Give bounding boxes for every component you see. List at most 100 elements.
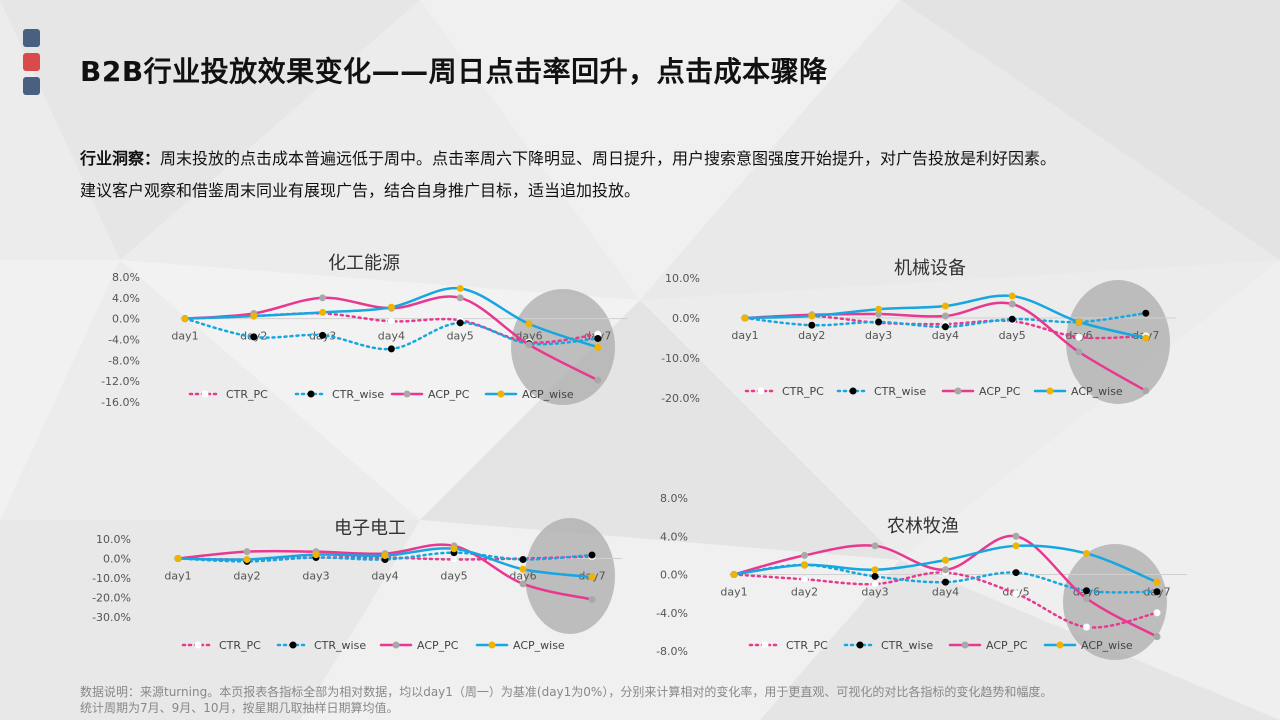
y-tick-label: 0.0% <box>660 569 688 582</box>
decor-block-3 <box>23 77 40 95</box>
x-tick-label: day3 <box>865 329 892 342</box>
data-point-ctr-wise <box>875 318 883 326</box>
data-point-acp-pc <box>941 312 949 320</box>
insight-text-2: 建议客户观察和借鉴周末同业有展现广告，结合自身推广目标，适当追加投放。 <box>80 181 641 200</box>
data-point-ctr-wise <box>942 578 949 586</box>
data-point-ctr-wise <box>519 555 527 563</box>
data-point-acp-wise <box>941 302 949 310</box>
chart-title: 机械设备 <box>894 258 966 279</box>
x-tick-label: day3 <box>861 586 888 599</box>
y-tick-label: 4.0% <box>112 292 140 305</box>
legend-label: CTR_wise <box>874 385 926 398</box>
data-point-acp-pc <box>1083 594 1090 602</box>
data-point-ctr-wise <box>250 333 258 341</box>
y-tick-label: -4.0% <box>108 334 140 347</box>
legend-marker <box>1056 641 1064 649</box>
y-tick-label: 4.0% <box>660 530 688 543</box>
legend-label: ACP_wise <box>1081 639 1133 652</box>
y-tick-label: 0.0% <box>112 313 140 326</box>
y-tick-label: -16.0% <box>101 396 140 409</box>
legend-label: ACP_wise <box>522 388 574 401</box>
chart-1: 化工能源 8.0% 4.0% 0.0% -4.0% -8.0% -12.0% -16.0% da… <box>101 253 628 409</box>
insight-text: 周末投放的点击成本普遍远低于周中。点击率周六下降明显、周日提升，用户搜索意图强度… <box>160 149 1057 168</box>
data-point-acp-wise <box>381 552 389 560</box>
data-point-acp-pc <box>1153 633 1161 641</box>
data-point-acp-pc <box>1012 532 1020 540</box>
legend-label: CTR_PC <box>786 639 828 652</box>
data-point-acp-wise <box>594 343 602 351</box>
legend-marker <box>856 641 864 649</box>
x-tick-label: day2 <box>798 329 825 342</box>
legend-label: ACP_wise <box>513 639 565 652</box>
legend-label: CTR_PC <box>782 385 824 398</box>
x-tick-label: day4 <box>378 330 405 343</box>
data-point-ctr-wise <box>1008 315 1016 323</box>
chart-title: 农林牧渔 <box>887 516 959 537</box>
chart-title: 电子电工 <box>334 518 406 539</box>
legend-label: ACP_PC <box>428 388 470 401</box>
x-tick-label: day5 <box>440 570 467 583</box>
y-tick-label: -20.0% <box>661 392 700 405</box>
legend-marker <box>307 390 315 398</box>
legend-marker <box>289 641 297 649</box>
y-tick-label: -10.0% <box>661 352 700 365</box>
x-tick-label: day4 <box>932 329 959 342</box>
legend-marker <box>1046 387 1054 395</box>
legend-label: CTR_wise <box>314 639 366 652</box>
y-tick-label: 0.0% <box>103 553 131 566</box>
data-point-acp-pc <box>875 310 883 318</box>
x-tick-label: day5 <box>447 330 474 343</box>
data-point-acp-pc <box>519 580 527 588</box>
data-point-ctr-pc <box>1012 589 1020 598</box>
x-tick-label: day2 <box>233 570 260 583</box>
data-point-acp-wise <box>730 571 738 578</box>
data-point-ctr-wise <box>1153 588 1161 596</box>
data-point-acp-wise <box>1008 292 1016 300</box>
chart-3: 电子电工 10.0% 0.0% -10.0% -20.0% -30.0% day1 day2 d… <box>92 518 622 652</box>
x-tick-label: day1 <box>171 330 198 343</box>
legend-label: CTR_wise <box>332 388 384 401</box>
data-point-acp-pc <box>1075 348 1083 356</box>
data-point-ctr-wise <box>588 551 596 559</box>
data-point-acp-wise <box>808 312 816 320</box>
y-tick-label: 0.0% <box>672 312 700 325</box>
y-tick-label: 8.0% <box>660 492 688 505</box>
data-point-acp-pc <box>319 294 327 302</box>
insight-paragraph: 行业洞察：周末投放的点击成本普遍远低于周中。点击率周六下降明显、周日提升，用户搜… <box>80 143 1240 207</box>
legend-marker <box>849 387 857 395</box>
legend-marker <box>497 390 505 398</box>
y-tick-label: 10.0% <box>665 272 700 285</box>
data-point-acp-pc <box>1008 300 1016 308</box>
data-point-ctr-wise <box>594 334 602 342</box>
legend-label: ACP_PC <box>986 639 1028 652</box>
chart-title: 化工能源 <box>328 253 400 274</box>
data-point-ctr-pc <box>800 575 809 584</box>
y-tick-label: -8.0% <box>656 645 688 658</box>
x-tick-label: day1 <box>164 570 191 583</box>
data-point-acp-pc <box>456 294 464 302</box>
x-tick-label: day4 <box>371 570 398 583</box>
data-point-acp-wise <box>1083 549 1090 557</box>
data-point-ctr-pc <box>450 555 458 564</box>
data-point-ctr-pc <box>1153 609 1161 617</box>
data-point-acp-pc <box>588 595 596 603</box>
data-point-ctr-wise <box>1012 569 1020 577</box>
data-point-ctr-wise <box>941 323 949 331</box>
insight-label: 行业洞察： <box>80 149 161 168</box>
data-point-acp-wise <box>875 305 883 313</box>
note-line-1: 数据说明：来源turning。本页报表各指标全部为相对数据，均以day1（周一）… <box>80 685 1053 699</box>
legend-marker <box>194 641 202 649</box>
y-tick-label: -20.0% <box>92 592 131 605</box>
data-point-acp-wise <box>456 284 464 292</box>
data-point-acp-wise <box>450 545 458 553</box>
data-point-acp-wise <box>741 314 749 322</box>
legend-label: CTR_PC <box>226 388 268 401</box>
data-point-acp-pc <box>243 548 251 556</box>
decor-block-1 <box>23 29 40 47</box>
x-tick-label: day3 <box>302 570 329 583</box>
data-point-acp-wise <box>181 315 189 323</box>
weekend-highlight-circle <box>1063 544 1167 660</box>
x-tick-label: day4 <box>932 586 959 599</box>
y-tick-label: 8.0% <box>112 271 140 284</box>
